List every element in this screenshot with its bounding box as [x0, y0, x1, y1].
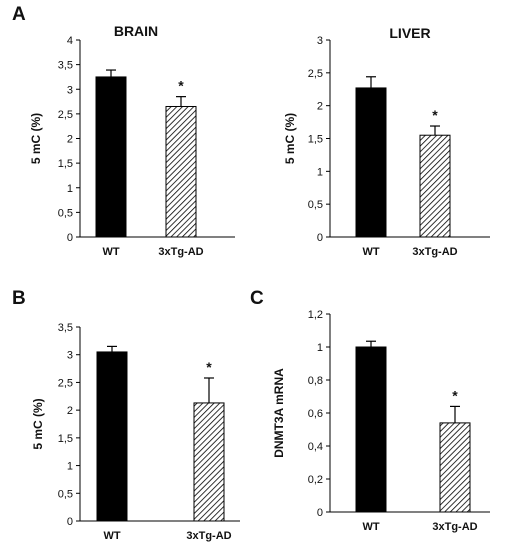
dnmt3a-y-tick-label: 0 — [317, 507, 323, 519]
liver-y-tick-label: 1,5 — [308, 134, 323, 146]
blood-y-tick-label: 2 — [67, 405, 73, 417]
blood-significance-star: * — [206, 359, 212, 375]
blood-y-tick-label: 1,5 — [58, 433, 73, 445]
blood-category-label: WT — [103, 530, 120, 542]
dnmt3a-y-axis-label: DNMT3A mRNA — [272, 368, 286, 458]
dnmt3a-y-tick-label: 0,6 — [308, 408, 323, 420]
brain-chart-title: BRAIN — [114, 23, 158, 39]
panel-label-c: C — [250, 288, 264, 309]
liver-category-label: WT — [362, 246, 379, 258]
brain-y-tick-label: 2 — [67, 134, 73, 146]
blood-y-tick-label: 3 — [67, 350, 73, 362]
liver-y-tick-label: 3 — [317, 35, 323, 47]
dnmt3a-bar-wt — [355, 346, 387, 513]
blood-y-tick-label: 0 — [67, 516, 73, 528]
dnmt3a-y-tick-label: 1 — [317, 342, 323, 354]
dnmt3a-category-label: WT — [362, 521, 379, 533]
liver-y-tick-label: 0 — [317, 232, 323, 244]
brain-y-tick-label: 1,5 — [58, 158, 73, 170]
dnmt3a-bar-3xtg-ad — [439, 422, 471, 513]
dnmt3a-y-tick-label: 0,4 — [308, 441, 323, 453]
brain-category-label: WT — [102, 246, 119, 258]
liver-category-label: 3xTg-AD — [412, 246, 457, 258]
blood-chart-group: 0 0,5 1 1,5 2 2,5 3 3,5 5 mC (%) WT * 3xTg-AD — [31, 322, 240, 542]
brain-y-tick-label: 1 — [67, 183, 73, 195]
brain-y-axis-label: 5 mC (%) — [29, 113, 43, 164]
dnmt3a-y-tick-label: 1,2 — [308, 309, 323, 321]
liver-y-tick-label: 1 — [317, 166, 323, 178]
blood-y-axis-label: 5 mC (%) — [31, 398, 45, 449]
dnmt3a-y-tick-label: 0,8 — [308, 375, 323, 387]
blood-bar-3xtg-ad — [193, 402, 225, 522]
brain-y-tick-label: 0,5 — [58, 207, 73, 219]
brain-y-tick-label: 0 — [67, 232, 73, 244]
brain-y-tick-label: 3,5 — [58, 60, 73, 72]
liver-y-axis-label: 5 mC (%) — [283, 113, 297, 164]
brain-chart-group: 0 0,5 1 1,5 2 2,5 3 3,5 4 5 mC (%) BRAIN WT * 3xTg-AD — [29, 23, 235, 258]
liver-chart-title: LIVER — [389, 25, 430, 41]
liver-significance-star: * — [432, 107, 438, 123]
brain-category-label: 3xTg-AD — [158, 246, 203, 258]
blood-y-tick-label: 2,5 — [58, 377, 73, 389]
dnmt3a-category-label: 3xTg-AD — [432, 521, 477, 533]
brain-y-tick-label: 2,5 — [58, 109, 73, 121]
blood-y-tick-label: 1 — [67, 461, 73, 473]
liver-chart-group: 0 0,5 1 1,5 2 2,5 3 5 mC (%) LIVER WT * 3xTg-AD — [283, 25, 490, 258]
blood-y-tick-label: 0,5 — [58, 488, 73, 500]
liver-y-tick-label: 2,5 — [308, 68, 323, 80]
liver-bar-wt — [355, 87, 387, 238]
brain-y-tick-label: 3 — [67, 84, 73, 96]
brain-significance-star: * — [178, 78, 184, 94]
liver-y-tick-label: 2 — [317, 101, 323, 113]
brain-bar-wt — [95, 76, 127, 238]
dnmt3a-chart-group: 0 0,2 0,4 0,6 0,8 1 1,2 DNMT3A mRNA WT * 3xTg-AD — [272, 309, 490, 533]
blood-category-label: 3xTg-AD — [186, 530, 231, 542]
dnmt3a-y-tick-label: 0,2 — [308, 474, 323, 486]
liver-y-tick-label: 0,5 — [308, 199, 323, 211]
dnmt3a-significance-star: * — [452, 387, 458, 403]
panel-label-a: A — [12, 4, 26, 25]
blood-bar-wt — [96, 351, 128, 522]
blood-y-tick-label: 3,5 — [58, 322, 73, 334]
brain-y-tick-label: 4 — [67, 35, 73, 47]
brain-bar-3xtg-ad — [165, 105, 197, 238]
panel-label-b: B — [12, 288, 26, 309]
liver-bar-3xtg-ad — [419, 134, 451, 238]
